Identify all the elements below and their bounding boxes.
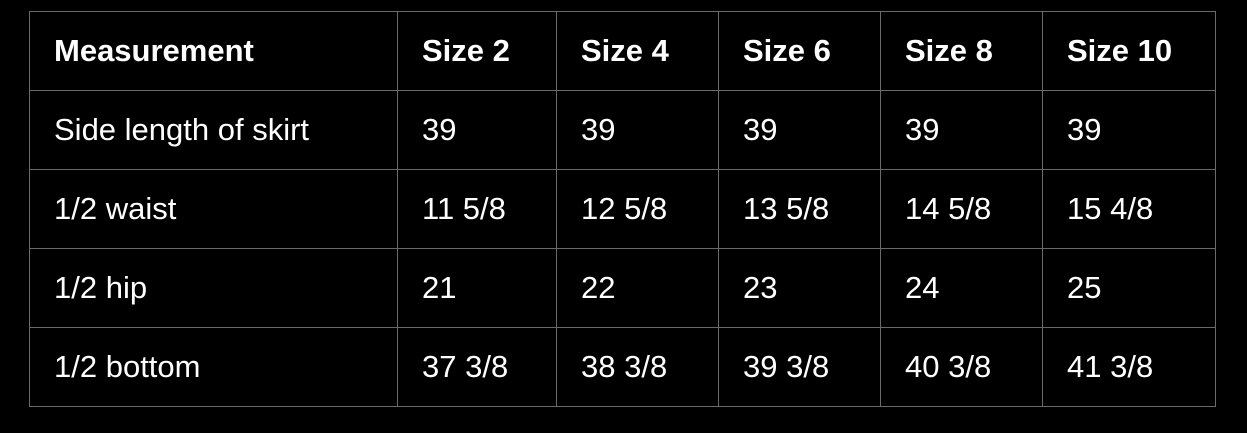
table-cell: 40 3/8 xyxy=(880,327,1043,407)
column-header: Size 4 xyxy=(556,11,719,91)
table-cell: 14 5/8 xyxy=(880,169,1043,249)
column-header: Size 8 xyxy=(880,11,1043,91)
table-cell: 24 xyxy=(880,248,1043,328)
table-cell: 12 5/8 xyxy=(556,169,719,249)
row-label: 1/2 waist xyxy=(29,169,398,249)
table-row: 1/2 hip 21 22 23 24 25 xyxy=(29,248,1216,328)
table-cell: 21 xyxy=(397,248,557,328)
column-header: Size 2 xyxy=(397,11,557,91)
table-cell: 22 xyxy=(556,248,719,328)
table-cell: 25 xyxy=(1042,248,1216,328)
table-cell: 37 3/8 xyxy=(397,327,557,407)
table-cell: 39 xyxy=(1042,90,1216,170)
table-cell: 39 xyxy=(718,90,881,170)
row-label: 1/2 bottom xyxy=(29,327,398,407)
table-cell: 39 3/8 xyxy=(718,327,881,407)
table-row: 1/2 bottom 37 3/8 38 3/8 39 3/8 40 3/8 41 3/8 xyxy=(29,327,1216,407)
column-header: Size 6 xyxy=(718,11,881,91)
table-row: 1/2 waist 11 5/8 12 5/8 13 5/8 14 5/8 15 4/8 xyxy=(29,169,1216,249)
header-row: Measurement Size 2 Size 4 Size 6 Size 8 Size … xyxy=(29,11,1216,91)
table-cell: 15 4/8 xyxy=(1042,169,1216,249)
table-cell: 23 xyxy=(718,248,881,328)
row-label: 1/2 hip xyxy=(29,248,398,328)
column-header: Measurement xyxy=(29,11,398,91)
table-cell: 38 3/8 xyxy=(556,327,719,407)
table-cell: 13 5/8 xyxy=(718,169,881,249)
column-header: Size 10 xyxy=(1042,11,1216,91)
row-label: Side length of skirt xyxy=(29,90,398,170)
table-row: Side length of skirt 39 39 39 39 39 xyxy=(29,90,1216,170)
size-chart-table: Measurement Size 2 Size 4 Size 6 Size 8 Size … xyxy=(29,11,1216,407)
table-cell: 39 xyxy=(556,90,719,170)
table-cell: 39 xyxy=(397,90,557,170)
table-cell: 41 3/8 xyxy=(1042,327,1216,407)
table-cell: 11 5/8 xyxy=(397,169,557,249)
table-cell: 39 xyxy=(880,90,1043,170)
